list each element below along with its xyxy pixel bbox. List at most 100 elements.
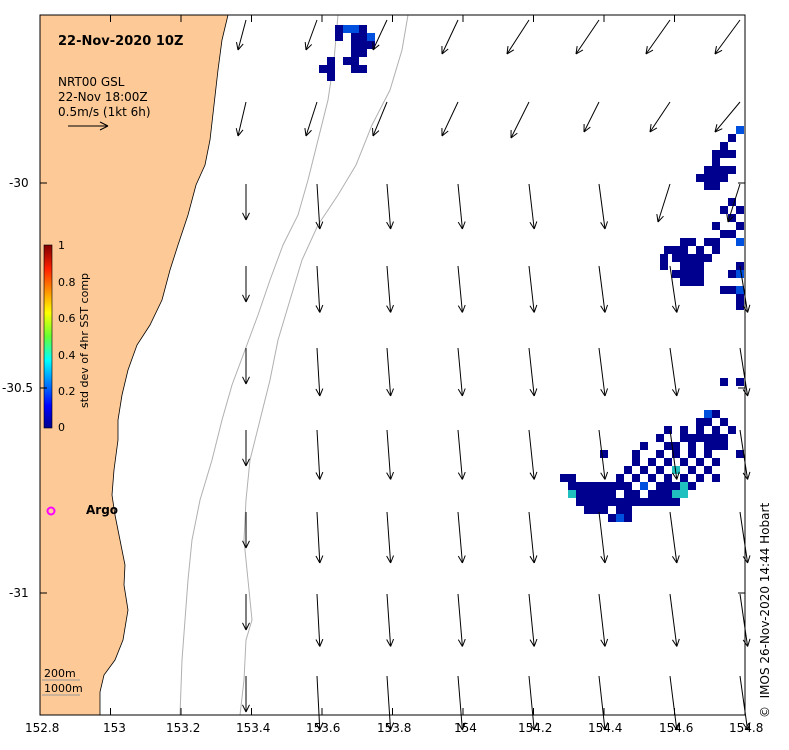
current-vector [304,19,318,51]
x-tick-label-4: 153.6 [306,721,341,735]
sst-cell [648,458,656,466]
sst-cell [688,434,696,442]
sst-cell [696,270,704,278]
sst-cell [664,426,672,434]
sst-cell [648,498,656,506]
current-vector [304,101,318,137]
current-vector [649,101,671,133]
current-vector [236,19,247,51]
current-vector [242,348,250,385]
colorbar-tick-0.2: 0.2 [58,385,76,398]
sst-cell [640,466,648,474]
current-vector [457,593,466,647]
sst-cell [664,498,672,506]
legend-line-1: NRT00 GSL [58,75,125,89]
sst-cell [704,466,712,474]
sst-cell [736,222,744,230]
sst-cell [672,466,680,474]
sst-cell [704,450,712,458]
sst-cell [680,270,688,278]
sst-cell [712,434,720,442]
sst-cell [696,262,704,270]
current-vector [528,429,538,480]
current-vector [457,183,466,230]
sst-cell [576,482,584,490]
sst-cell [720,230,728,238]
current-vector [598,429,609,480]
sst-cell [648,474,656,482]
isobath-1000m [239,14,409,716]
sst-cell [704,238,712,246]
sst-cell [712,150,720,158]
current-vector [528,347,538,397]
sst-cell [600,482,608,490]
sst-cell [560,474,568,482]
sst-cell [632,498,640,506]
x-tick-label-7: 154.2 [518,721,553,735]
sst-cell [624,482,632,490]
current-vector [656,183,671,223]
sst-cell [712,474,720,482]
sst-cell [736,294,744,302]
sst-cell [720,378,728,386]
sst-cell [704,418,712,426]
current-vector [242,266,250,303]
current-vector [441,19,459,55]
sst-cell [736,206,744,214]
current-vector [242,676,250,713]
x-tick-label-6: 154 [454,721,477,735]
sst-cell [664,490,672,498]
sst-cell [712,174,720,182]
x-tick-label-10: 154.8 [729,721,764,735]
current-vector [669,593,680,647]
sst-cell [600,450,608,458]
sst-cell [616,482,624,490]
sst-cell [720,174,728,182]
sst-cell [343,25,351,33]
sst-cell [624,498,632,506]
x-tick-label-8: 154.4 [588,721,623,735]
sst-cell [672,450,680,458]
current-vector [315,347,324,397]
sst-cell [664,442,672,450]
sst-cell [351,57,359,65]
sst-cell [656,490,664,498]
sst-cell [600,506,608,514]
sst-cell [359,49,367,57]
current-vector [457,675,466,731]
sst-cell [584,482,592,490]
sst-cell [704,254,712,262]
x-tick-label-9: 154.6 [659,721,694,735]
sst-cell [728,198,736,206]
sst-cell [688,450,696,458]
sst-cell [584,498,592,506]
sst-cell [600,490,608,498]
sst-cell [696,174,704,182]
sst-cell [616,498,624,506]
sst-cell [736,302,744,310]
sst-cell [680,458,688,466]
sst-cell [672,270,680,278]
sst-cell [712,166,720,174]
sst-cell [712,238,720,246]
current-vector [372,101,388,137]
sst-cell [720,166,728,174]
sst-cell [680,490,688,498]
sst-cell [351,25,359,33]
sst-cell [616,514,624,522]
current-vector [583,101,600,133]
sst-cell [359,33,367,41]
sst-cell [720,150,728,158]
current-vector [714,101,741,133]
sst-cell [656,434,664,442]
sst-cell [728,150,736,158]
sst-cell [712,458,720,466]
depth-label-200m: 200m [44,667,76,680]
sst-cell [696,278,704,286]
current-vector [386,675,395,731]
current-vector [372,19,388,51]
sst-cell [720,434,728,442]
sst-cell [704,410,712,418]
sst-cell [680,474,688,482]
current-vector [575,19,600,55]
